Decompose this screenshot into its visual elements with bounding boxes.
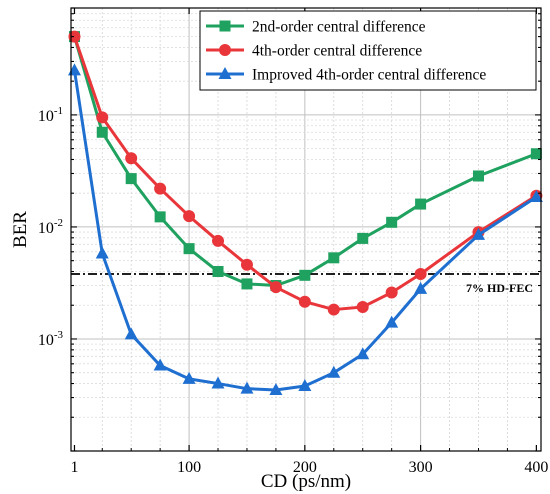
- series-3: [67, 63, 543, 396]
- triangle-marker: [218, 67, 232, 79]
- series-group: [67, 30, 543, 396]
- legend-entry-2: 4th-order central difference: [206, 43, 422, 60]
- square-marker: [357, 232, 369, 244]
- square-marker: [154, 211, 166, 223]
- circle-marker: [96, 111, 109, 124]
- circle-marker: [385, 286, 398, 299]
- triangle-marker: [240, 381, 254, 394]
- triangle-marker: [182, 371, 196, 384]
- circle-marker: [298, 295, 311, 308]
- y-axis-title: BER: [10, 211, 31, 248]
- y-tick-label: 10-1: [38, 105, 63, 125]
- circle-marker: [327, 303, 340, 316]
- fec-threshold-label: 7% HD-FEC: [466, 281, 533, 295]
- triangle-marker: [153, 358, 167, 371]
- y-tick-label: 10-3: [38, 329, 64, 349]
- axes: 1 100 200 300 400 10-3 10-2 10-1: [38, 7, 548, 476]
- square-marker: [328, 252, 340, 264]
- triangle-marker: [414, 281, 428, 294]
- x-axis-title: CD (ps/nm): [261, 471, 351, 492]
- square-marker: [415, 198, 427, 210]
- x-tick-label: 1: [70, 459, 78, 476]
- circle-marker: [125, 152, 138, 165]
- circle-marker: [240, 258, 253, 271]
- square-marker: [212, 266, 224, 278]
- square-marker: [472, 170, 484, 182]
- legend-label: 2nd-order central difference: [252, 19, 426, 36]
- triangle-marker: [327, 365, 341, 378]
- plot-frame: [70, 7, 542, 452]
- triangle-marker: [471, 227, 485, 240]
- triangle-marker: [211, 376, 225, 389]
- triangle-marker: [529, 190, 543, 203]
- square-marker: [530, 148, 542, 160]
- square-marker: [125, 173, 137, 185]
- circle-marker: [154, 182, 167, 195]
- circle-marker: [68, 30, 81, 43]
- triangle-marker: [385, 315, 399, 328]
- circle-marker: [269, 281, 282, 294]
- triangle-marker: [269, 383, 283, 396]
- legend-entry-1: 2nd-order central difference: [206, 19, 426, 36]
- triangle-marker: [298, 379, 312, 392]
- square-marker: [96, 126, 108, 138]
- legend-label: Improved 4th-order central difference: [252, 67, 486, 84]
- circle-marker: [356, 300, 369, 313]
- triangle-marker: [95, 246, 109, 259]
- legend-label: 4th-order central difference: [252, 43, 422, 60]
- circle-marker: [219, 44, 231, 56]
- square-marker: [219, 20, 231, 32]
- x-tick-label: 200: [293, 459, 317, 476]
- circle-marker: [414, 268, 427, 281]
- series-2: [68, 30, 543, 316]
- x-tick-label: 300: [409, 459, 433, 476]
- square-marker: [386, 216, 398, 228]
- x-tick-label: 100: [177, 459, 201, 476]
- triangle-marker: [124, 327, 138, 340]
- x-tick-label: 400: [524, 459, 548, 476]
- circle-marker: [212, 234, 225, 247]
- y-tick-label: 10-2: [38, 217, 63, 237]
- square-marker: [299, 269, 311, 281]
- square-marker: [241, 278, 253, 290]
- circle-marker: [183, 210, 196, 223]
- legend-entry-3: Improved 4th-order central difference: [206, 67, 486, 84]
- legend-box: [199, 10, 537, 91]
- triangle-marker: [356, 347, 370, 360]
- legend: 2nd-order central difference 4th-order ce…: [199, 10, 537, 91]
- square-marker: [183, 243, 195, 255]
